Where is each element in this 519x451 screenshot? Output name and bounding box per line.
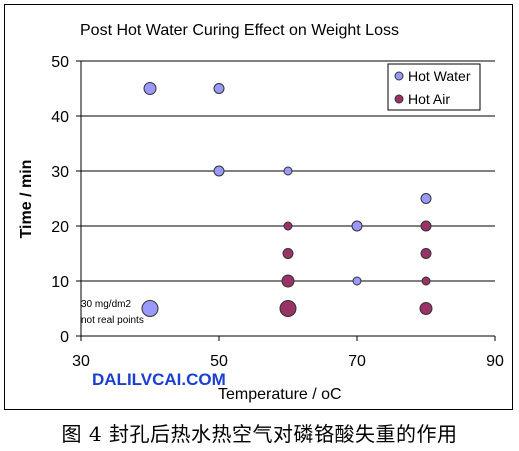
data-point-hot-air — [281, 274, 295, 288]
legend-label-hot-water: Hot Water — [408, 68, 471, 84]
data-point-hot-air — [421, 276, 431, 286]
x-axis-label: Temperature / oC — [218, 386, 342, 403]
data-point-hot-water — [213, 83, 225, 94]
chart-frame: Post Hot Water Curing Effect on Weight L… — [4, 4, 513, 410]
legend-marker-hot-air — [394, 94, 404, 104]
data-point-hot-air — [420, 248, 432, 259]
data-point-hot-air — [282, 248, 294, 259]
watermark: DALILVCAI.COM — [92, 370, 226, 389]
data-point-hot-water — [283, 166, 293, 176]
legend-box — [387, 63, 481, 111]
y-tick-label: 50 — [51, 54, 69, 71]
y-axis-label: Time / min — [18, 160, 35, 239]
chart-svg: Post Hot Water Curing Effect on Weight L… — [18, 22, 504, 403]
data-point-hot-water — [141, 300, 159, 317]
axes: 0 10 20 30 40 50 30 50 70 90 — [51, 54, 504, 370]
x-tick-label: 50 — [210, 353, 228, 370]
figure-caption: 图 4 封孔后热水热空气对磷铬酸失重的作用 — [61, 422, 458, 446]
data-point-hot-air — [279, 300, 297, 317]
legend: Hot Water Hot Air — [387, 63, 481, 111]
data-point-hot-air — [420, 220, 432, 232]
x-tick-label: 90 — [486, 353, 504, 370]
y-tick-label: 20 — [51, 219, 69, 236]
data-points — [141, 82, 433, 317]
y-tick-label: 40 — [51, 109, 69, 126]
y-tick-label: 10 — [51, 274, 69, 291]
data-point-hot-water — [352, 276, 362, 286]
x-tick-label: 30 — [72, 353, 90, 370]
chart-title: Post Hot Water Curing Effect on Weight L… — [80, 22, 399, 39]
annotation-line-1: 30 mg/dm2 — [81, 299, 131, 310]
data-point-hot-water — [351, 220, 363, 232]
legend-label-hot-air: Hot Air — [408, 91, 450, 107]
data-point-hot-water — [213, 165, 225, 177]
legend-marker-hot-water — [394, 71, 404, 81]
y-tick-label: 30 — [51, 164, 69, 181]
annotation-line-2: not real points — [81, 315, 144, 326]
data-point-hot-air — [419, 302, 433, 315]
y-tick-label: 0 — [60, 329, 69, 346]
data-point-hot-water — [420, 193, 432, 204]
data-point-hot-water — [143, 82, 157, 95]
x-tick-label: 70 — [348, 353, 366, 370]
data-point-hot-air — [283, 221, 293, 231]
